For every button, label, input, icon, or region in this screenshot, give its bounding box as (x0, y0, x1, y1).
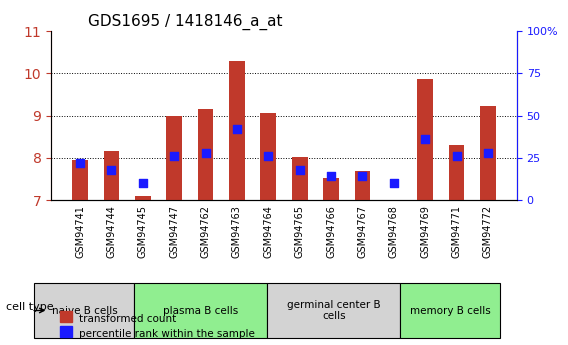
Point (295, 167, 304, 172)
Text: GDS1695 / 1418146_a_at: GDS1695 / 1418146_a_at (89, 13, 283, 30)
Text: germinal center B
cells: germinal center B cells (287, 300, 381, 321)
Bar (449, 145, 465, 200)
Point (483, 150, 492, 156)
Text: cell type: cell type (6, 302, 53, 312)
Bar (166, 116, 182, 200)
Bar (135, 196, 151, 200)
Text: naive B cells: naive B cells (52, 306, 117, 315)
Point (358, 174, 367, 179)
Bar (480, 106, 496, 200)
Bar (198, 109, 214, 200)
Point (420, 137, 429, 142)
Point (76, 160, 85, 166)
Point (139, 180, 148, 186)
Bar (292, 157, 307, 200)
Bar (103, 151, 119, 200)
Legend: transformed count, percentile rank within the sample: transformed count, percentile rank withi… (56, 310, 259, 343)
Point (232, 126, 241, 132)
Bar (417, 79, 433, 200)
Bar (72, 160, 88, 200)
Point (327, 174, 336, 179)
Text: plasma B cells: plasma B cells (163, 306, 239, 315)
Bar (261, 114, 276, 200)
Bar (354, 171, 370, 200)
Bar (229, 61, 245, 200)
Point (452, 154, 461, 159)
Point (201, 150, 210, 156)
Text: memory B cells: memory B cells (410, 306, 491, 315)
Point (389, 180, 398, 186)
Point (264, 154, 273, 159)
Bar (323, 178, 339, 200)
Point (170, 154, 179, 159)
Point (107, 167, 116, 172)
